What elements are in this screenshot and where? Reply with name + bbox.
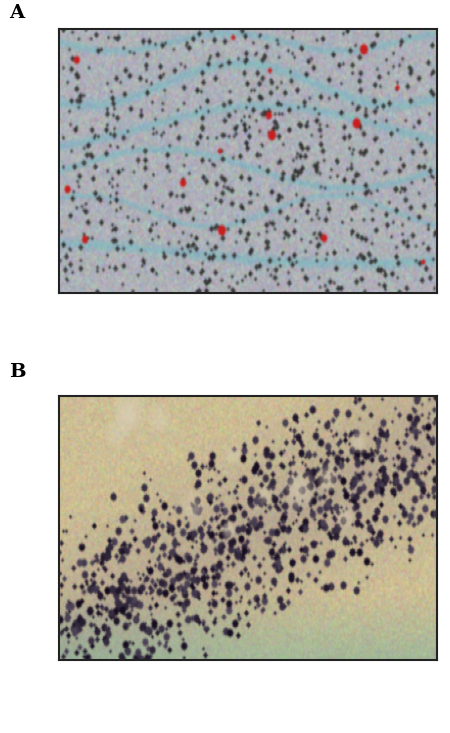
- Text: A: A: [9, 4, 24, 22]
- Text: B: B: [9, 363, 26, 381]
